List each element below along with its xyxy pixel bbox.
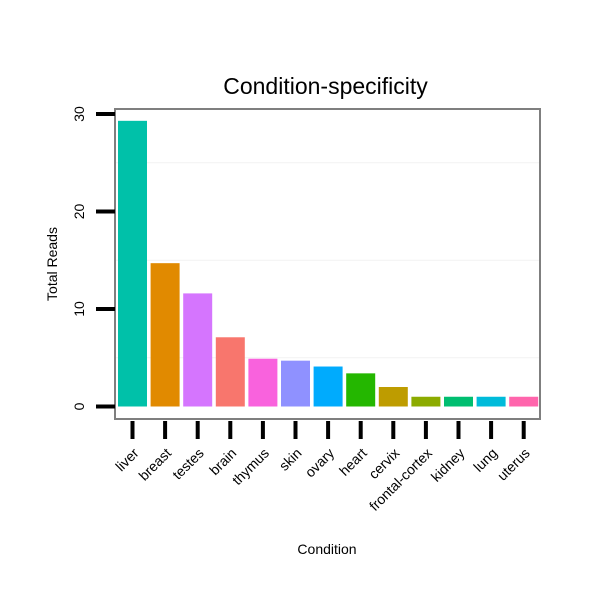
bar-breast xyxy=(150,263,180,407)
bar-testes xyxy=(183,293,213,407)
bar-lung xyxy=(476,396,506,407)
y-tick-label: 10 xyxy=(71,301,87,317)
bar-liver xyxy=(118,120,147,407)
y-tick-label: 30 xyxy=(71,106,87,122)
y-axis-label: Total Reads xyxy=(44,227,60,301)
bar-uterus xyxy=(509,396,539,407)
chart-title: Condition-specificity xyxy=(223,73,428,99)
bar-heart xyxy=(346,373,376,407)
x-axis-label: Condition xyxy=(297,541,356,557)
y-tick-label: 0 xyxy=(71,402,87,410)
bar-ovary xyxy=(313,366,343,407)
y-axis-ticks: 0 10 20 30 xyxy=(71,106,115,410)
bar-skin xyxy=(281,360,310,407)
bar-frontal-cortex xyxy=(411,396,441,407)
plot-border xyxy=(114,108,541,420)
bar-thymus xyxy=(248,358,278,407)
bars-group xyxy=(118,120,539,407)
y-tick-label: 20 xyxy=(71,204,87,220)
bar-brain xyxy=(215,337,245,407)
bar-kidney xyxy=(444,396,473,407)
bar-cervix xyxy=(378,387,408,407)
